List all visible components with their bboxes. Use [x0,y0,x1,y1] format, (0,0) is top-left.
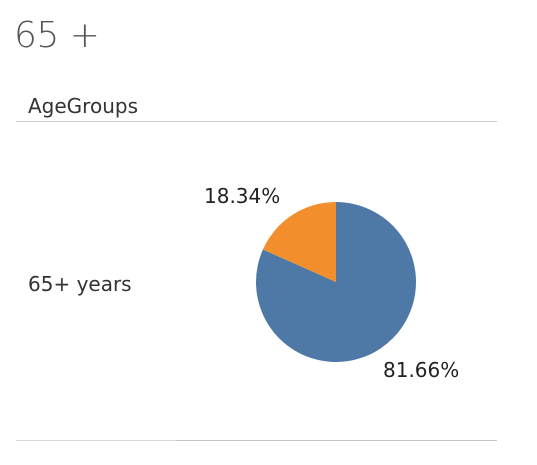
row-label[interactable]: 65+ years [28,272,132,296]
pie-slice-2[interactable] [262,202,336,282]
sheet-title: 65 + [14,15,100,56]
header-divider [16,121,497,122]
pie-slice-label-2: 18.34% [204,184,280,208]
pie-slice-label-1: 81.66% [383,358,459,382]
pie-slice-1[interactable] [255,202,416,363]
footer-divider-left [16,440,176,441]
column-header-agegroups[interactable]: AgeGroups [28,94,138,118]
footer-divider-right [176,440,497,441]
